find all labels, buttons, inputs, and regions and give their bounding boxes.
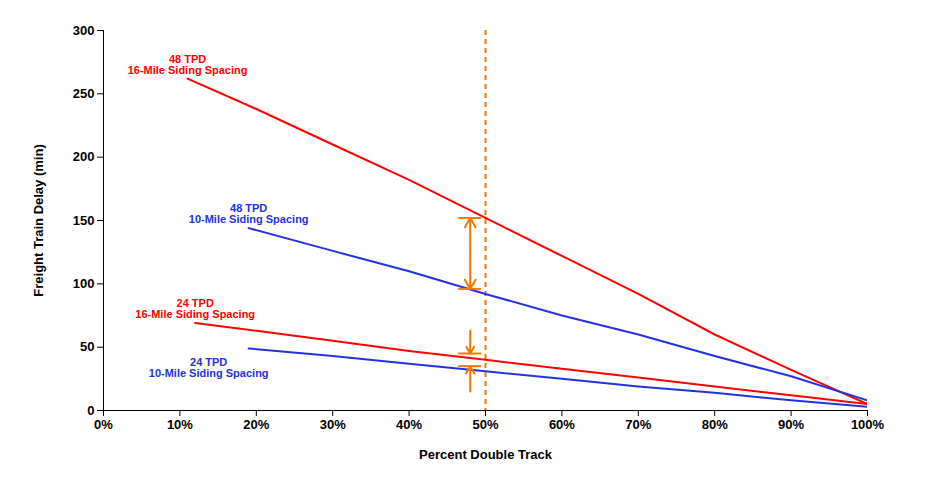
svg-text:70%: 70% [625,417,651,432]
svg-text:300: 300 [73,23,95,38]
svg-text:50: 50 [80,339,94,354]
svg-text:150: 150 [73,213,95,228]
svg-text:200: 200 [73,149,95,164]
svg-text:100%: 100% [851,417,885,432]
svg-text:0: 0 [87,403,94,418]
svg-text:24 TPD10-Mile Siding Spacing: 24 TPD10-Mile Siding Spacing [149,356,269,379]
svg-text:100: 100 [73,276,95,291]
svg-text:0%: 0% [94,417,113,432]
svg-text:Percent Double Track: Percent Double Track [419,447,553,462]
svg-text:10%: 10% [167,417,193,432]
svg-text:24 TPD16-Mile Siding Spacing: 24 TPD16-Mile Siding Spacing [135,297,255,320]
svg-text:250: 250 [73,86,95,101]
svg-text:Freight Train Delay (min): Freight Train Delay (min) [31,144,46,296]
svg-text:48 TPD10-Mile Siding Spacing: 48 TPD10-Mile Siding Spacing [189,202,309,225]
svg-text:48 TPD16-Mile Siding Spacing: 48 TPD16-Mile Siding Spacing [128,53,248,76]
svg-text:20%: 20% [243,417,269,432]
svg-text:40%: 40% [396,417,422,432]
svg-text:50%: 50% [472,417,498,432]
svg-text:30%: 30% [320,417,346,432]
svg-text:60%: 60% [549,417,575,432]
svg-text:90%: 90% [778,417,804,432]
svg-text:80%: 80% [702,417,728,432]
